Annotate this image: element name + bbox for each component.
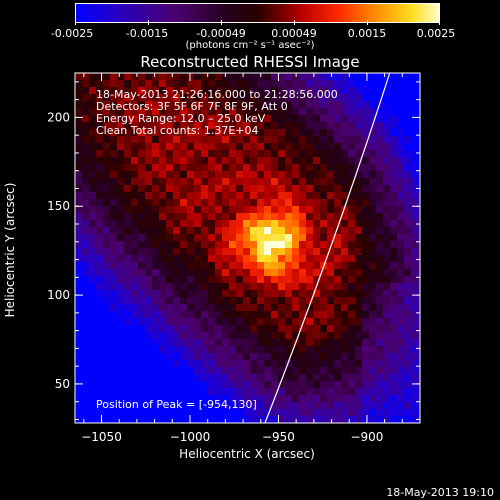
plot-area: 18-May-2013 21:26:16.000 to 21:28:56.000…	[75, 73, 420, 423]
y-tick-label: 100	[47, 288, 70, 302]
colorbar-tick	[439, 20, 440, 25]
x-axis-label: Heliocentric X (arcsec)	[179, 447, 315, 461]
y-tick-label: 50	[55, 377, 70, 391]
annotation-clean: Clean Total counts: 1.37E+04	[96, 124, 259, 137]
colorbar-tick	[294, 20, 295, 25]
x-tick-label: −1000	[170, 430, 211, 444]
colorbar-tick	[148, 20, 149, 25]
colorbar-gradient	[76, 4, 441, 24]
colorbar-tick-label: 0.0015	[347, 27, 387, 40]
colorbar-tick-label: -0.00049	[196, 27, 246, 40]
x-tick-label: −950	[262, 430, 295, 444]
y-tick-label: 200	[47, 110, 70, 124]
colorbar	[75, 3, 441, 24]
x-tick-label: −1050	[81, 430, 122, 444]
colorbar-tick-label: 0.0025	[416, 27, 456, 40]
colorbar-units: (photons cm⁻² s⁻¹ asec⁻²)	[185, 40, 315, 51]
colorbar-tick-label: 0.00049	[271, 27, 317, 40]
annotation-time-range: 18-May-2013 21:26:16.000 to 21:28:56.000	[96, 88, 338, 101]
timestamp: 18-May-2013 19:10	[386, 486, 494, 499]
annotation-energy: Energy Range: 12.0 – 25.0 keV	[96, 112, 266, 125]
chart-title: Reconstructed RHESSI Image	[140, 53, 360, 71]
colorbar-tick-label: -0.0015	[125, 27, 169, 40]
colorbar-tick	[75, 20, 76, 25]
annotation-detectors: Detectors: 3F 5F 6F 7F 8F 9F, Att 0	[96, 100, 288, 113]
colorbar-tick	[367, 20, 368, 25]
y-tick-label: 150	[47, 199, 70, 213]
colorbar-tick	[221, 20, 222, 25]
x-tick-label: −900	[350, 430, 383, 444]
y-axis-label: Heliocentric Y (arcsec)	[3, 182, 17, 318]
colorbar-tick-label: -0.0025	[50, 27, 94, 40]
annotation-peak: Position of Peak = [-954,130]	[96, 398, 257, 411]
